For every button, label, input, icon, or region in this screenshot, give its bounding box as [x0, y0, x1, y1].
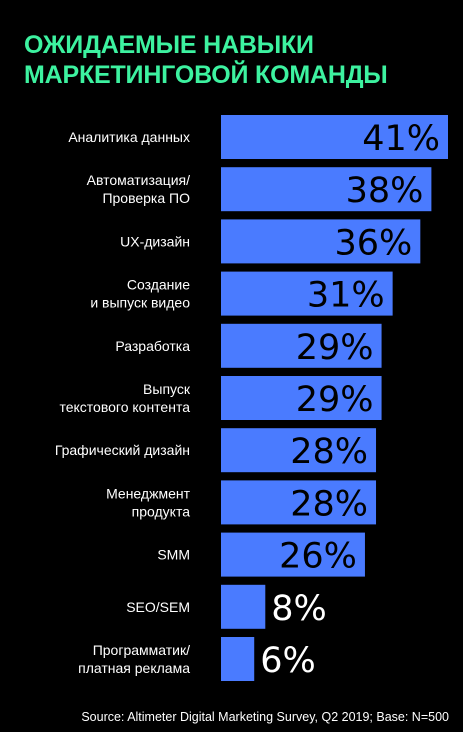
category-label-line: SMM — [157, 547, 190, 563]
bar — [221, 271, 393, 316]
category-label: Графический дизайн — [55, 442, 190, 458]
category-label-line: Проверка ПО — [102, 190, 190, 206]
bar-row: 36% UX-дизайн — [120, 219, 421, 264]
category-label: Выпуск текстового контента — [59, 381, 190, 415]
bar-row: 6% Программатик/платная реклама — [78, 637, 316, 681]
category-label-line: Выпуск — [143, 381, 191, 397]
bar-row: 29% Выпуск текстового контента — [59, 376, 382, 420]
category-label-line: Аналитика данных — [68, 129, 190, 145]
bar — [221, 219, 421, 264]
category-label: SMM — [157, 547, 190, 563]
category-label-line: платная реклама — [78, 660, 190, 676]
chart-title-line-2: МАРКЕТИНГОВОЙ КОМАНДЫ — [24, 61, 388, 89]
value-label: 41% — [362, 119, 440, 159]
bar-row: 38% Автоматизация/Проверка ПО — [87, 167, 432, 212]
value-label: 31% — [307, 276, 385, 316]
category-label: Менеджмент продукта — [106, 485, 190, 519]
bar — [221, 428, 377, 473]
chart-title-line-1: ОЖИДАЕМЫЕ НАВЫКИ — [24, 31, 314, 59]
category-label-line: Создание — [127, 277, 190, 293]
category-label: Аналитика данных — [68, 129, 190, 145]
bar-row: 28% Графический дизайн — [55, 428, 377, 473]
category-label-line: Автоматизация/ — [87, 172, 190, 188]
bar-row: 41% Аналитика данных — [68, 115, 448, 159]
value-label: 26% — [279, 537, 357, 577]
value-label: 6% — [260, 641, 316, 681]
bar — [221, 532, 365, 577]
category-label-line: Разработка — [115, 338, 190, 354]
value-label: 38% — [346, 171, 424, 211]
source-note: Source: Altimeter Digital Marketing Surv… — [81, 710, 449, 724]
bar — [221, 376, 382, 420]
value-label: 28% — [290, 484, 368, 524]
bar — [221, 167, 432, 212]
category-label-line: Графический дизайн — [55, 442, 190, 458]
value-label: 8% — [271, 589, 327, 629]
bar-row: 28% Менеджмент продукта — [106, 480, 377, 525]
category-label-line: UX-дизайн — [120, 233, 190, 249]
category-label-line: продукта — [132, 503, 191, 519]
category-label: Автоматизация/Проверка ПО — [87, 172, 190, 206]
bar — [221, 323, 382, 368]
bar-row: 31% Создание и выпуск видео — [90, 271, 393, 316]
category-label-line: Программатик/ — [93, 642, 190, 658]
category-label-line: Менеджмент — [106, 485, 190, 501]
value-label: 36% — [335, 223, 413, 263]
category-label: SEO/SEM — [126, 599, 190, 615]
value-label: 29% — [296, 380, 374, 420]
category-label: Создание и выпуск видео — [90, 277, 190, 311]
category-label: Разработка — [115, 338, 190, 354]
category-label-line: текстового контента — [59, 399, 190, 415]
bar-chart: 41% Аналитика данных 38% Автоматизация/Пров… — [55, 115, 448, 681]
chart-title: ОЖИДАЕМЫЕ НАВЫКИ МАРКЕТИНГОВОЙ КОМАНДЫ — [24, 30, 454, 90]
category-label: UX-дизайн — [120, 233, 190, 249]
value-label: 29% — [296, 328, 374, 368]
bar-row: 26% SMM — [157, 532, 365, 577]
bar-row: 8% SEO/SEM — [126, 584, 327, 629]
category-label-line: SEO/SEM — [126, 599, 190, 615]
value-label: 28% — [290, 432, 368, 472]
category-label: Программатик/платная реклама — [78, 642, 190, 676]
category-label-line: и выпуск видео — [90, 295, 190, 311]
bar — [221, 115, 448, 159]
bar — [221, 584, 266, 629]
bar — [221, 637, 255, 681]
bar-row: 29% Разработка — [115, 323, 382, 368]
bar — [221, 480, 377, 525]
